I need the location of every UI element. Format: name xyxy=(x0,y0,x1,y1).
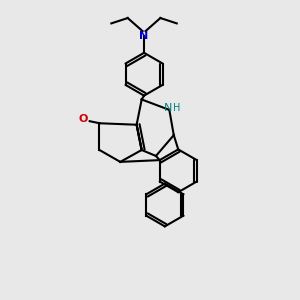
Text: N: N xyxy=(164,103,172,113)
Text: O: O xyxy=(78,114,88,124)
Text: H: H xyxy=(173,103,180,113)
Text: N: N xyxy=(140,32,149,41)
